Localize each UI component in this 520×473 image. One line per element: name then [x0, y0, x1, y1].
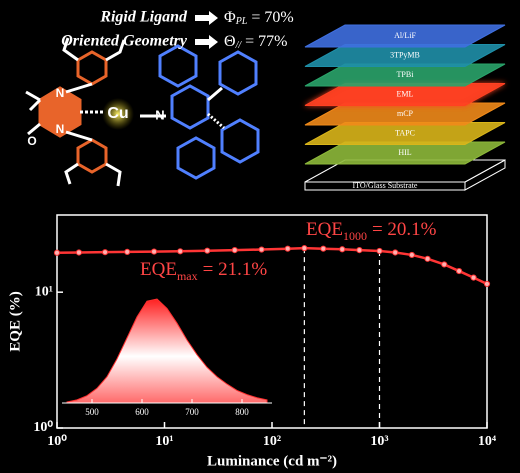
layer-label: Al/LiF — [394, 31, 416, 40]
layer-label: HIL — [398, 148, 411, 157]
header-label: Rigid Ligand — [99, 9, 188, 26]
metric-subscript: PL — [235, 16, 248, 27]
data-point — [441, 261, 448, 268]
annotation-base: EQE — [306, 219, 343, 240]
data-point — [376, 247, 383, 255]
molecule-skeleton — [25, 37, 260, 187]
annotation-text: = 21.1% — [203, 259, 268, 280]
annotation-sub: 1000 — [343, 229, 367, 243]
data-point — [470, 274, 477, 281]
data-point — [258, 246, 265, 253]
data-point — [320, 245, 327, 252]
x-tick-label: 10⁴ — [478, 434, 497, 449]
metric-subscript: // — [235, 40, 243, 51]
atom-label: N — [56, 86, 65, 100]
atom-label: N — [155, 107, 164, 122]
y-axis-label: EQE (%) — [7, 291, 23, 351]
header-label: Oriented Geometry — [61, 33, 188, 50]
data-point — [284, 245, 291, 252]
annotation-text: = 20.1% — [372, 219, 437, 240]
layer-label: ITO/Glass Substrate — [353, 181, 418, 190]
metric-symbol: Φ — [224, 9, 236, 26]
layer-label: 3TPyMB — [390, 50, 420, 59]
data-point — [392, 249, 399, 256]
layer-label: mCP — [397, 109, 414, 118]
inset-tick-label: 800 — [235, 407, 249, 417]
annotation: EQEmax = 21.1% — [140, 259, 267, 282]
data-point — [124, 248, 131, 255]
x-axis-label: Luminance (cd m⁻²) — [207, 453, 337, 469]
metric-value: = 70% — [251, 9, 293, 26]
atom-label: N — [56, 122, 65, 136]
x-tick-label: 10² — [263, 434, 281, 449]
el-spectrum — [66, 298, 268, 404]
layer-label: EML — [397, 89, 414, 98]
metric-value: = 77% — [245, 33, 287, 50]
data-point — [231, 247, 238, 254]
inset-tick-label: 700 — [185, 407, 199, 417]
data-point — [75, 249, 83, 256]
data-point — [150, 248, 158, 255]
header-metric: ΦPL = 70% — [224, 9, 294, 28]
data-point — [356, 247, 363, 254]
data-point — [339, 246, 346, 253]
data-point — [483, 280, 491, 288]
metric-symbol: Θ — [224, 33, 236, 50]
layer-label: TAPC — [395, 128, 415, 137]
x-tick-label: 10⁰ — [47, 434, 67, 449]
device-layer — [304, 24, 506, 48]
data-point — [204, 247, 211, 254]
x-tick-label: 10¹ — [155, 434, 173, 449]
x-tick-label: 10³ — [370, 434, 388, 449]
atom-label: O — [27, 134, 36, 148]
data-point — [53, 249, 61, 256]
arrow — [195, 35, 218, 49]
layer-label: TPBi — [397, 70, 415, 79]
data-point — [408, 251, 415, 259]
data-point — [301, 245, 308, 252]
content: Rigid Ligand ΦPL = 70% Oriented Geometry Θ//… — [7, 9, 506, 469]
annotation-sub: max — [177, 269, 198, 283]
data-point — [101, 249, 109, 256]
annotation-base: EQE — [140, 259, 177, 280]
inset-tick-label: 500 — [85, 407, 99, 417]
atom-label: Cu — [107, 105, 128, 122]
header-metric: Θ//= 77% — [224, 33, 287, 52]
data-point — [177, 248, 184, 255]
y-tick-label: 10⁰ — [33, 420, 53, 435]
y-tick-label: 10¹ — [35, 284, 53, 299]
data-point — [424, 255, 431, 262]
data-point — [455, 267, 463, 275]
series-line — [56, 246, 488, 286]
arrow — [195, 11, 218, 25]
inset-tick-label: 600 — [135, 407, 149, 417]
annotation: EQE1000 = 20.1% — [306, 219, 437, 242]
